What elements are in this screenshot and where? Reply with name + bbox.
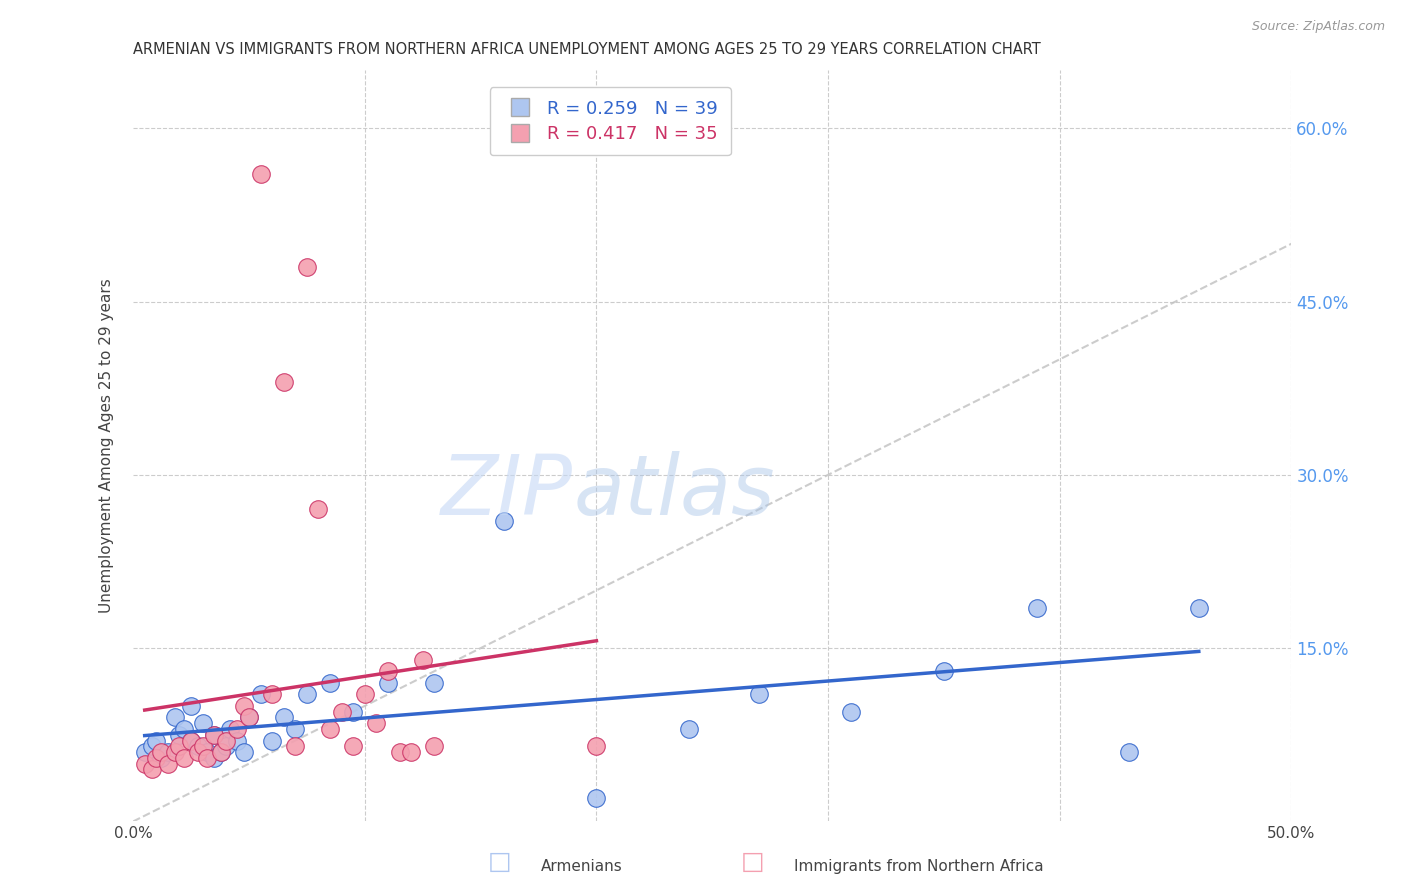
Point — [273, 376, 295, 390]
Point — [180, 698, 202, 713]
Point — [187, 745, 209, 759]
Point — [412, 653, 434, 667]
Point — [145, 733, 167, 747]
Point — [295, 687, 318, 701]
Point — [262, 687, 284, 701]
Text: ZIP: ZIP — [441, 450, 574, 532]
Point — [149, 745, 172, 759]
Point — [173, 751, 195, 765]
Point — [249, 687, 271, 701]
Point — [219, 722, 242, 736]
Point — [180, 733, 202, 747]
Point — [195, 751, 218, 765]
Point — [295, 260, 318, 274]
Point — [145, 751, 167, 765]
Text: □: □ — [488, 850, 510, 874]
Point — [1118, 745, 1140, 759]
Point — [202, 728, 225, 742]
Point — [173, 722, 195, 736]
Point — [149, 751, 172, 765]
Point — [423, 739, 446, 754]
Point — [202, 728, 225, 742]
Point — [156, 756, 179, 771]
Point — [238, 710, 260, 724]
Point — [307, 502, 329, 516]
Point — [195, 745, 218, 759]
Point — [163, 710, 186, 724]
Text: Immigrants from Northern Africa: Immigrants from Northern Africa — [794, 859, 1045, 874]
Point — [423, 675, 446, 690]
Point — [233, 698, 256, 713]
Point — [353, 687, 375, 701]
Point — [156, 745, 179, 759]
Point — [226, 733, 249, 747]
Point — [284, 739, 307, 754]
Point — [342, 705, 364, 719]
Point — [319, 722, 342, 736]
Point — [377, 675, 399, 690]
Point — [202, 751, 225, 765]
Point — [141, 739, 163, 754]
Point — [249, 168, 271, 182]
Point — [209, 745, 232, 759]
Point — [273, 710, 295, 724]
Point — [1188, 600, 1211, 615]
Point — [366, 716, 388, 731]
Point — [187, 739, 209, 754]
Point — [163, 745, 186, 759]
Point — [262, 733, 284, 747]
Point — [1025, 600, 1047, 615]
Point — [134, 756, 156, 771]
Point — [284, 722, 307, 736]
Point — [226, 722, 249, 736]
Point — [180, 733, 202, 747]
Point — [388, 745, 411, 759]
Point — [585, 739, 607, 754]
Y-axis label: Unemployment Among Ages 25 to 29 years: Unemployment Among Ages 25 to 29 years — [100, 278, 114, 614]
Point — [134, 745, 156, 759]
Point — [342, 739, 364, 754]
Point — [233, 745, 256, 759]
Point — [209, 745, 232, 759]
Point — [932, 665, 955, 679]
Point — [678, 722, 700, 736]
Point — [141, 763, 163, 777]
Point — [238, 710, 260, 724]
Point — [492, 514, 515, 528]
Legend: R = 0.259   N = 39, R = 0.417   N = 35: R = 0.259 N = 39, R = 0.417 N = 35 — [489, 87, 731, 155]
Point — [377, 665, 399, 679]
Text: ARMENIAN VS IMMIGRANTS FROM NORTHERN AFRICA UNEMPLOYMENT AMONG AGES 25 TO 29 YEA: ARMENIAN VS IMMIGRANTS FROM NORTHERN AFR… — [134, 42, 1040, 57]
Text: Source: ZipAtlas.com: Source: ZipAtlas.com — [1251, 20, 1385, 33]
Point — [215, 733, 238, 747]
Point — [169, 728, 191, 742]
Point — [215, 739, 238, 754]
Point — [839, 705, 862, 719]
Point — [169, 739, 191, 754]
Text: atlas: atlas — [574, 450, 775, 532]
Point — [330, 705, 353, 719]
Point — [585, 791, 607, 805]
Point — [319, 675, 342, 690]
Text: Armenians: Armenians — [541, 859, 623, 874]
Point — [191, 739, 214, 754]
Point — [748, 687, 770, 701]
Point — [191, 716, 214, 731]
Text: □: □ — [741, 850, 763, 874]
Point — [399, 745, 422, 759]
